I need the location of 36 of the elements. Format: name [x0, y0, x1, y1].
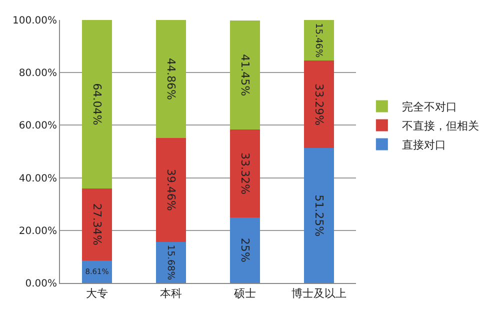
- y-tick-label: 40.00%: [18, 173, 57, 184]
- y-tick-label: 60.00%: [18, 120, 57, 132]
- bar: [156, 138, 186, 242]
- bar: [304, 60, 334, 148]
- data-label: 64.04%: [90, 83, 104, 126]
- x-tick-label: 博士及以上: [292, 287, 346, 300]
- data-label: 27.34%: [90, 203, 104, 246]
- data-label: 41.45%: [238, 54, 252, 96]
- bar: [230, 217, 260, 283]
- y-tick-label: 80.00%: [18, 68, 57, 80]
- bar: [82, 188, 112, 260]
- data-label: 25%: [238, 238, 252, 262]
- data-label: 15.68%: [165, 244, 176, 280]
- x-tick-label: 大专: [86, 287, 108, 300]
- x-tick-label: 本科: [160, 287, 182, 300]
- legend-label: 完全不对口: [402, 100, 457, 114]
- y-tick-label: 20.00%: [18, 226, 57, 237]
- bar: [304, 148, 334, 283]
- y-tick-label: 0.00%: [25, 278, 57, 290]
- legend-label: 直接对口: [402, 138, 446, 152]
- bar: [230, 20, 260, 130]
- x-tick-label: 硕士: [233, 287, 256, 300]
- data-label: 33.32%: [238, 152, 252, 194]
- y-tick-label: 100.00%: [12, 16, 57, 26]
- data-label: 33.29%: [312, 83, 326, 126]
- data-label: 44.86%: [164, 58, 178, 100]
- data-label: 15.46%: [313, 23, 324, 58]
- data-label: 51.25%: [312, 194, 326, 237]
- bar: [82, 20, 112, 188]
- data-label: 39.46%: [164, 168, 178, 211]
- bar: [304, 20, 334, 61]
- bar: [156, 242, 186, 283]
- bar: [230, 130, 260, 218]
- legend-label: 不直接，但相关: [402, 119, 479, 132]
- bar: [156, 20, 186, 138]
- bar: [82, 260, 112, 283]
